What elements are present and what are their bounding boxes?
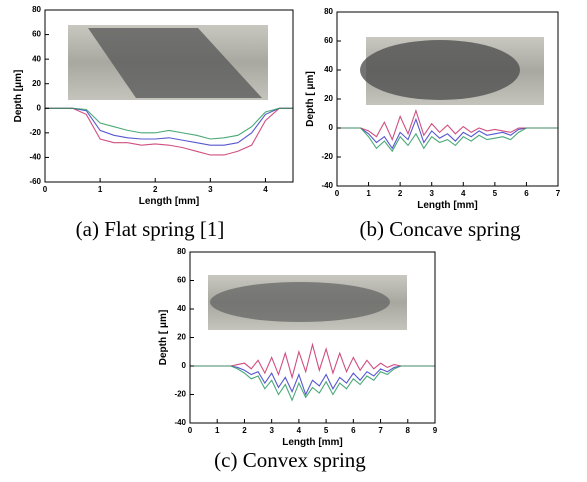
y-tick-label: 20 <box>32 79 41 88</box>
y-tick-label: 40 <box>32 54 41 63</box>
y-tick-label: -20 <box>29 128 41 137</box>
x-tick-label: 8 <box>406 426 411 435</box>
y-tick-label: 60 <box>177 276 186 285</box>
caption: (a) Flat spring [1] <box>76 217 225 241</box>
y-axis-label: Depth [ μm] <box>158 310 169 366</box>
x-tick-label: 2 <box>153 185 158 194</box>
y-tick-label: 40 <box>324 65 333 74</box>
x-tick-label: 7 <box>378 426 383 435</box>
x-tick-label: 7 <box>556 189 561 198</box>
x-tick-label: 6 <box>524 189 529 198</box>
photo-b <box>360 37 544 105</box>
x-tick-label: 5 <box>493 189 498 198</box>
profile-line <box>190 365 435 396</box>
x-tick-label: 1 <box>98 185 103 194</box>
x-tick-label: 3 <box>269 426 274 435</box>
subplot: 0 1 2 3 4 5 6 7 8 9 -40 -20 0 20 40 60 80 Length [mm] Dept… <box>158 247 438 472</box>
profile-line <box>337 108 558 142</box>
y-tick-label: 40 <box>177 304 186 313</box>
x-tick-label: 2 <box>398 189 403 198</box>
photo-a <box>68 25 268 100</box>
y-axis-label: Depth [μm] <box>13 70 24 123</box>
y-tick-label: -20 <box>174 390 186 399</box>
photo-c <box>208 275 407 330</box>
y-tick-label: -40 <box>29 153 41 162</box>
subplot: 0 1 2 3 4 -60 -40 -20 0 20 40 60 80 Length [mm] Depth … <box>13 5 294 241</box>
x-tick-label: 4 <box>461 189 466 198</box>
y-tick-label: -40 <box>321 181 333 190</box>
profile-line <box>190 365 435 402</box>
y-tick-label: 60 <box>32 30 41 39</box>
y-tick-label: 80 <box>32 5 41 14</box>
x-tick-label: 0 <box>335 189 340 198</box>
x-tick-label: 1 <box>215 426 220 435</box>
caption: (b) Concave spring <box>360 217 521 241</box>
x-axis-label: Length [mm] <box>282 437 343 448</box>
x-tick-label: 0 <box>188 426 193 435</box>
x-tick-label: 4 <box>263 185 268 194</box>
x-axis-label: Length [mm] <box>417 200 478 211</box>
profile-line <box>45 107 293 140</box>
y-tick-label: 0 <box>182 361 187 370</box>
x-tick-label: 3 <box>208 185 213 194</box>
x-tick-label: 5 <box>324 426 329 435</box>
caption: (c) Convex spring <box>214 448 366 472</box>
profile-line <box>45 107 293 146</box>
y-axis-label: Depth [ μm] <box>305 71 316 127</box>
x-tick-label: 1 <box>366 189 371 198</box>
plot-frame <box>44 9 294 183</box>
profile-line <box>190 342 435 380</box>
y-tick-label: -20 <box>321 152 333 161</box>
y-tick-label: 20 <box>324 94 333 103</box>
y-tick-label: 0 <box>329 123 334 132</box>
profile-line <box>337 117 558 150</box>
y-tick-label: -40 <box>174 418 186 427</box>
x-axis-label: Length [mm] <box>139 196 200 207</box>
subplot: 0 1 2 3 4 5 6 7 -40 -20 0 20 40 60 80 Length [mm] Depth … <box>305 7 561 241</box>
x-tick-label: 9 <box>433 426 438 435</box>
profile-line <box>45 107 293 156</box>
profile-line <box>337 127 558 153</box>
y-tick-label: -60 <box>29 177 41 186</box>
x-tick-label: 0 <box>43 185 48 194</box>
x-tick-label: 3 <box>429 189 434 198</box>
x-tick-label: 6 <box>351 426 356 435</box>
y-tick-label: 80 <box>177 247 186 256</box>
y-tick-label: 0 <box>37 103 42 112</box>
x-tick-label: 4 <box>297 426 302 435</box>
y-tick-label: 20 <box>177 333 186 342</box>
y-tick-label: 60 <box>324 36 333 45</box>
x-tick-label: 2 <box>242 426 247 435</box>
y-tick-label: 80 <box>324 7 333 16</box>
